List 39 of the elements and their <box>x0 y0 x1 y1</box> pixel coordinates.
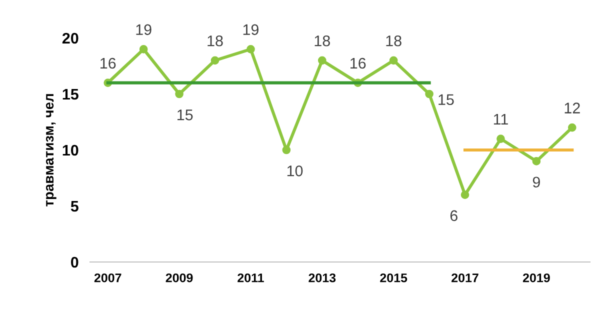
point <box>210 56 220 65</box>
x-tick-label: 2007 <box>94 273 122 282</box>
y-tick-label: 0 <box>70 256 78 268</box>
data-label: 19 <box>243 24 258 36</box>
y-tick-label: 10 <box>62 144 78 156</box>
data-label: 19 <box>136 24 152 36</box>
data-label: 9 <box>532 176 540 188</box>
x-tick-label: 2019 <box>522 273 550 282</box>
data-label: 18 <box>314 35 330 46</box>
point <box>460 190 470 199</box>
x-tick-label: 2009 <box>166 273 193 282</box>
point <box>425 90 434 98</box>
data-label: 6 <box>450 210 458 222</box>
data-label: 16 <box>100 58 116 69</box>
point <box>568 123 576 132</box>
point <box>496 134 505 143</box>
y-tick-label: 5 <box>70 201 78 212</box>
point <box>246 45 255 54</box>
point <box>282 146 291 154</box>
point <box>175 90 184 98</box>
data-label: 15 <box>178 110 193 120</box>
data-label: 18 <box>386 35 402 46</box>
data-label: 10 <box>287 166 303 176</box>
x-tick-label: 2011 <box>238 273 264 282</box>
data-label: 16 <box>350 58 366 69</box>
point <box>318 56 326 65</box>
point <box>532 157 541 166</box>
data-label: 11 <box>494 114 508 125</box>
data-label: 12 <box>564 102 580 114</box>
x-tick-label: 2017 <box>452 273 478 282</box>
y-tick-label: 20 <box>62 32 78 44</box>
x-tick-label: 2015 <box>380 273 408 282</box>
data-label: 18 <box>208 35 223 46</box>
data-label: 15 <box>438 94 454 106</box>
x-tick-label: 2013 <box>308 273 336 282</box>
point <box>389 56 398 65</box>
y-axis-title: травматизм, чел <box>46 94 56 206</box>
point <box>139 45 148 54</box>
y-tick-label: 15 <box>62 89 78 100</box>
